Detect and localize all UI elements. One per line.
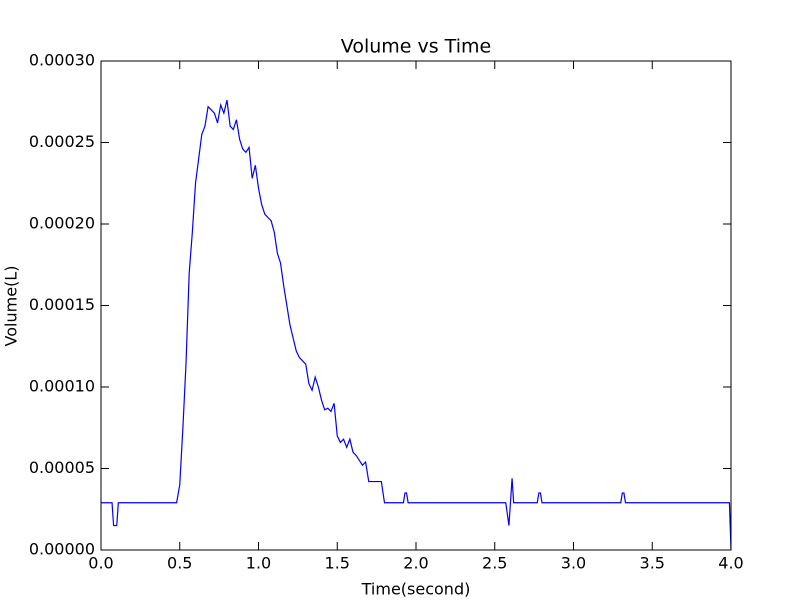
x-tick-label: 3.5 bbox=[640, 554, 665, 573]
y-tick-label: 0.00030 bbox=[29, 51, 95, 70]
x-axis-label: Time(second) bbox=[361, 580, 471, 599]
x-tick-label: 0.5 bbox=[167, 554, 192, 573]
y-tick-label: 0.00005 bbox=[29, 458, 95, 477]
plot-frame bbox=[100, 60, 732, 551]
y-tick-label: 0.00025 bbox=[29, 132, 95, 151]
y-tick-label: 0.00010 bbox=[29, 377, 95, 396]
x-tick-label: 2.0 bbox=[403, 554, 428, 573]
x-tick-label: 0.0 bbox=[88, 554, 113, 573]
x-tick-label: 2.5 bbox=[482, 554, 507, 573]
x-tick-label: 1.5 bbox=[325, 554, 350, 573]
y-tick-label: 0.00020 bbox=[29, 214, 95, 233]
x-tick-label: 3.0 bbox=[561, 554, 586, 573]
x-tick-label: 4.0 bbox=[718, 554, 743, 573]
chart-title: Volume vs Time bbox=[341, 36, 491, 58]
y-tick-label: 0.00000 bbox=[29, 540, 95, 559]
y-axis-label: Volume(L) bbox=[2, 266, 21, 347]
data-line bbox=[101, 99, 732, 551]
y-tick-label: 0.00015 bbox=[29, 295, 95, 314]
x-tick-label: 1.0 bbox=[246, 554, 271, 573]
